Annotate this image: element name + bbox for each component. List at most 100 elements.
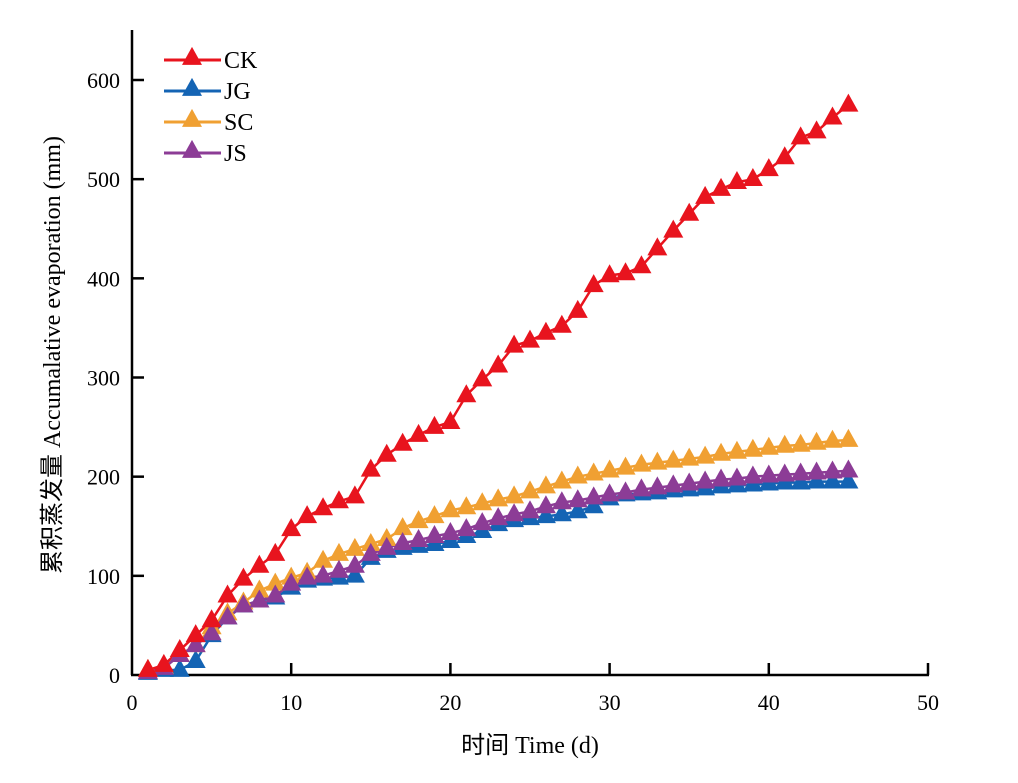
point-js <box>472 512 493 531</box>
point-js <box>249 589 270 608</box>
x-tick-label: 20 <box>439 690 461 715</box>
legend: CK JG SC JS <box>164 46 258 167</box>
point-sc <box>265 572 286 591</box>
point-js <box>822 460 843 479</box>
point-sc <box>488 488 509 507</box>
y-tick-label: 100 <box>87 564 120 589</box>
point-sc <box>328 542 349 561</box>
y-tick-label: 300 <box>87 366 120 391</box>
point-js <box>233 594 254 613</box>
point-ck <box>726 170 747 189</box>
point-js <box>647 476 668 495</box>
point-sc <box>695 445 716 464</box>
point-jg <box>838 470 859 489</box>
point-ck <box>185 624 206 643</box>
point-js <box>615 481 636 500</box>
point-sc <box>504 485 525 504</box>
point-jg <box>822 470 843 489</box>
legend-label: JS <box>224 141 247 167</box>
point-sc <box>742 438 763 457</box>
point-ck <box>201 609 222 628</box>
point-ck <box>233 567 254 586</box>
point-jg <box>535 505 556 524</box>
point-sc <box>583 462 604 481</box>
point-jg <box>169 658 190 677</box>
point-ck <box>631 255 652 274</box>
y-tick-label: 0 <box>109 663 120 688</box>
point-js <box>281 572 302 591</box>
point-ck <box>520 329 540 348</box>
x-tick-label: 50 <box>917 690 939 715</box>
point-jg <box>551 503 572 522</box>
point-ck <box>615 262 636 281</box>
point-ck <box>360 458 381 477</box>
point-ck <box>328 490 349 509</box>
point-sc <box>726 440 747 459</box>
point-js <box>663 474 684 493</box>
point-ck <box>742 168 763 187</box>
point-sc <box>313 549 334 568</box>
point-ck <box>758 158 779 177</box>
x-axis-title: 时间 Time (d) <box>461 732 599 759</box>
point-sc <box>472 492 493 511</box>
point-ck <box>488 354 509 373</box>
point-js <box>488 507 509 526</box>
point-ck <box>838 93 859 112</box>
point-js <box>535 495 556 514</box>
point-sc <box>663 449 684 468</box>
point-js <box>695 470 716 489</box>
point-ck <box>265 542 286 561</box>
point-sc <box>711 442 732 461</box>
y-tick-label: 600 <box>87 68 120 93</box>
point-ck <box>599 264 620 283</box>
point-js <box>360 542 381 561</box>
legend-label: JG <box>224 79 251 105</box>
point-ck <box>504 334 525 353</box>
point-js <box>265 584 286 603</box>
point-ck <box>313 497 334 516</box>
legend-label: CK <box>224 48 258 74</box>
point-ck <box>472 368 493 387</box>
point-sc <box>615 456 636 475</box>
point-js <box>583 486 604 505</box>
y-tick-label: 200 <box>87 465 120 490</box>
point-js <box>567 489 588 508</box>
y-axis-title: 累积蒸发量 Accumalative evaporation (mm) <box>39 136 66 574</box>
point-js <box>726 467 747 486</box>
point-ck <box>424 415 445 434</box>
legend-marker <box>182 77 202 96</box>
legend-item-sc: SC <box>164 108 253 136</box>
y-tick-label: 400 <box>87 266 120 291</box>
point-sc <box>424 505 445 524</box>
point-jg <box>344 564 365 583</box>
point-js <box>631 478 652 497</box>
point-ck <box>249 554 270 573</box>
point-js <box>711 468 732 487</box>
point-js <box>217 606 238 625</box>
point-js <box>456 518 477 537</box>
point-ck <box>711 177 732 196</box>
point-js <box>520 500 540 519</box>
point-js <box>328 559 349 578</box>
point-js <box>344 554 365 573</box>
point-sc <box>758 436 779 455</box>
legend-item-jg: JG <box>164 77 251 105</box>
point-sc <box>790 433 811 452</box>
point-sc <box>806 431 827 450</box>
legend-marker <box>182 46 202 65</box>
point-sc <box>822 429 843 448</box>
point-ck <box>153 653 174 672</box>
point-js <box>313 564 334 583</box>
legend-item-ck: CK <box>164 46 258 74</box>
axes <box>130 30 929 677</box>
point-ck <box>297 505 318 524</box>
point-js <box>504 503 525 522</box>
point-js <box>297 566 318 585</box>
point-js <box>440 522 461 541</box>
point-sc <box>838 428 859 447</box>
point-ck <box>456 384 477 403</box>
point-js <box>551 491 572 510</box>
point-js <box>185 634 206 653</box>
point-sc <box>647 451 668 470</box>
